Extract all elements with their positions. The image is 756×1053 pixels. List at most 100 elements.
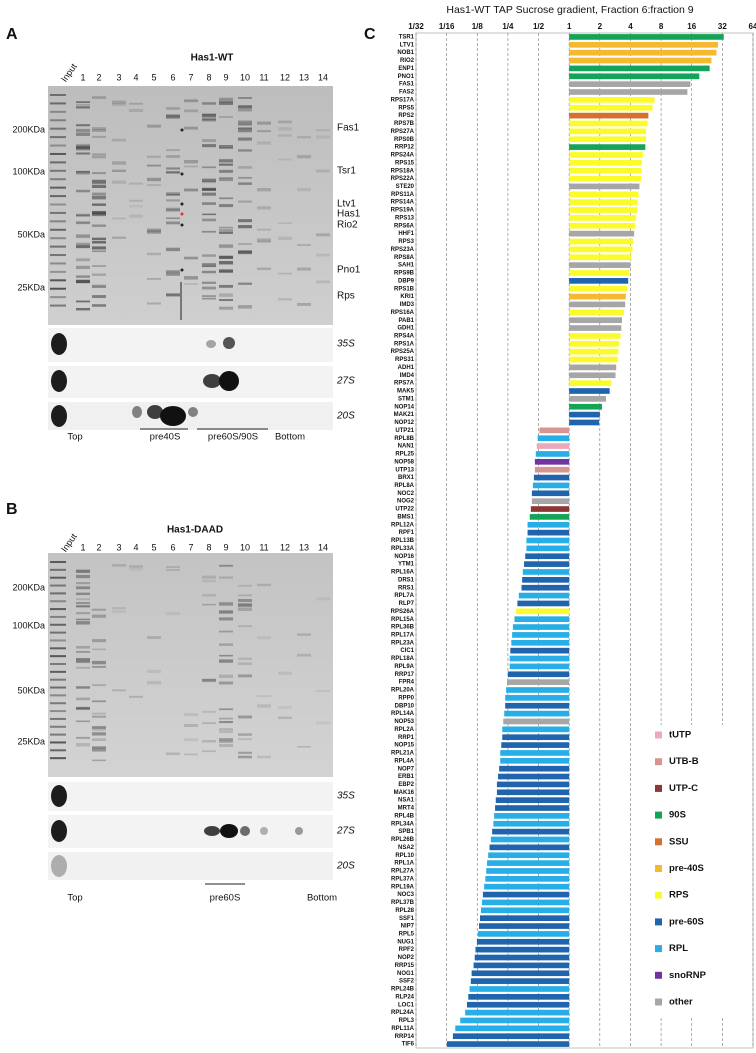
gel-band xyxy=(257,188,271,192)
category-label: LTV1 xyxy=(400,42,415,48)
ladder-band xyxy=(50,195,66,198)
category-label: RLP7 xyxy=(399,601,415,607)
bar xyxy=(477,931,570,937)
gel xyxy=(48,553,333,777)
gel-band xyxy=(129,565,143,568)
gel-band xyxy=(92,684,106,686)
gel-band xyxy=(166,612,180,616)
lane-label: 14 xyxy=(318,72,328,82)
bar xyxy=(514,616,570,623)
gel-band xyxy=(219,269,233,273)
bar xyxy=(569,254,632,261)
gel-band xyxy=(238,137,252,141)
gel-band xyxy=(278,222,292,224)
gel-band xyxy=(76,221,90,225)
panel-label: A xyxy=(6,26,18,43)
bar xyxy=(486,868,570,874)
gel-band xyxy=(92,284,106,287)
gel-band xyxy=(297,653,311,657)
ladder-band xyxy=(50,717,66,720)
gel-band xyxy=(76,280,90,284)
gel-band xyxy=(92,639,106,643)
legend-swatch xyxy=(655,758,662,766)
category-label: FAS1 xyxy=(399,82,415,88)
category-label: RRP15 xyxy=(395,963,415,969)
gel-band xyxy=(92,184,106,187)
gel-band xyxy=(166,117,180,119)
gel-band xyxy=(238,149,252,152)
category-label: RPL18A xyxy=(391,656,415,662)
gel-band xyxy=(76,189,90,193)
gel-band xyxy=(278,671,292,675)
gel-band xyxy=(219,293,233,297)
bar xyxy=(569,175,642,182)
gel-band xyxy=(147,302,161,305)
legend-label: UTB-B xyxy=(669,756,699,767)
gel-band xyxy=(316,597,330,601)
bar xyxy=(569,191,639,198)
gel-band xyxy=(202,750,216,753)
gel-band xyxy=(184,256,198,260)
gel-band xyxy=(129,102,143,105)
gel-band xyxy=(238,108,252,112)
gel-band xyxy=(184,126,198,130)
legend-label: pre-40S xyxy=(669,863,704,874)
bar xyxy=(512,624,570,630)
gel-band xyxy=(257,704,271,708)
gel-band xyxy=(112,103,126,106)
gel-band xyxy=(202,118,216,122)
gel-band xyxy=(76,213,90,217)
category-label: BMS1 xyxy=(397,514,414,520)
gel-band xyxy=(238,200,252,203)
gel-band xyxy=(202,270,216,274)
category-label: DBP9 xyxy=(398,278,415,284)
gel-band xyxy=(76,258,90,262)
bar xyxy=(452,1033,570,1040)
ladder-band xyxy=(50,608,66,611)
gel-band xyxy=(238,662,252,666)
gel-band xyxy=(202,218,216,222)
gel-band xyxy=(92,660,106,665)
ladder-band xyxy=(50,639,66,642)
category-label: NOB1 xyxy=(397,50,414,56)
category-label: SAH1 xyxy=(398,263,415,269)
gel-band xyxy=(129,567,143,571)
gel-band xyxy=(238,243,252,245)
gel-band xyxy=(219,204,233,208)
bar xyxy=(496,789,570,796)
bar xyxy=(569,215,637,221)
ladder-band xyxy=(50,203,66,206)
gel-band xyxy=(202,740,216,743)
category-label: HHF1 xyxy=(398,231,414,237)
gel-band xyxy=(219,179,233,182)
fraction-label: Top xyxy=(67,432,82,443)
bar xyxy=(569,372,616,379)
gel-band xyxy=(129,695,143,698)
gel-band xyxy=(202,297,216,300)
x-tick-label: 8 xyxy=(659,22,664,31)
bar xyxy=(517,600,570,607)
category-label: RPL23A xyxy=(391,640,415,646)
fraction-label: Bottom xyxy=(275,432,305,443)
gel-band xyxy=(238,182,252,185)
category-label: MRT4 xyxy=(398,806,415,812)
gel-band xyxy=(219,163,233,166)
gel-band xyxy=(202,286,216,290)
category-label: MAK5 xyxy=(397,389,415,395)
bar xyxy=(569,230,635,237)
gel-band xyxy=(238,122,252,126)
gel-band xyxy=(238,225,252,229)
gel-band xyxy=(219,147,233,149)
ladder-band xyxy=(50,161,66,164)
gel-band xyxy=(238,120,252,123)
bar xyxy=(569,152,643,158)
gel-band xyxy=(278,120,292,124)
gel-band xyxy=(92,749,106,752)
gel-band xyxy=(257,695,271,697)
gel-band xyxy=(238,733,252,736)
panel-title: Has1-DAAD xyxy=(167,525,223,536)
category-label: RPS25A xyxy=(391,349,415,355)
gel-band xyxy=(219,721,233,724)
gel-band xyxy=(166,569,180,571)
